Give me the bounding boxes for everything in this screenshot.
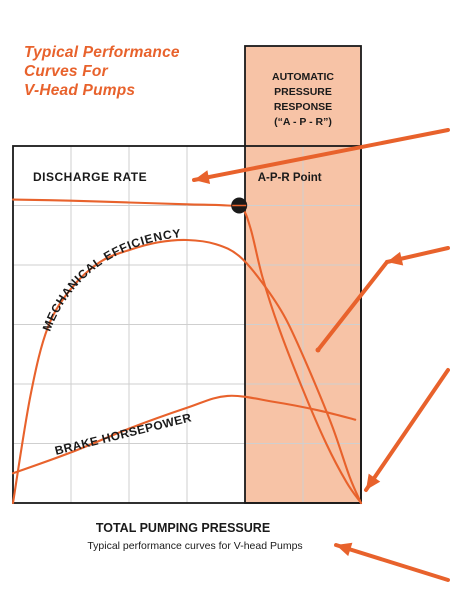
chart-title-line-3: V-Head Pumps bbox=[24, 82, 136, 99]
pointer-arrow-discharge-rate-head bbox=[194, 170, 211, 184]
pointer-arrow-caption-head bbox=[336, 542, 353, 557]
series-label-mechanical-efficiency-text: MECHANICAL EFFICIENCY bbox=[40, 226, 182, 333]
figure-caption: Typical performance curves for V-head Pu… bbox=[87, 540, 303, 552]
chart-title-line-1: Typical Performance bbox=[24, 44, 180, 61]
pointer-arrow-discharge-rate bbox=[192, 128, 450, 182]
pointer-arrow-apr-segment bbox=[316, 260, 389, 352]
pointer-arrow-segment-head bbox=[387, 251, 404, 266]
apr-heading-line: (“A - P - R”) bbox=[274, 116, 332, 128]
x-axis-label: TOTAL PUMPING PRESSURE bbox=[95, 521, 271, 535]
brake-horsepower-curve bbox=[11, 394, 357, 475]
apr-point-label: A-P-R Point bbox=[258, 172, 322, 184]
apr-heading-line: RESPONSE bbox=[274, 101, 332, 113]
pointer-arrow-pressure bbox=[364, 368, 450, 492]
series-label-brake-horsepower: BRAKE HORSEPOWER bbox=[53, 410, 193, 458]
apr-heading-line: AUTOMATIC bbox=[272, 71, 334, 83]
discharge-rate-curve bbox=[11, 198, 363, 505]
apr-heading-line: PRESSURE bbox=[274, 86, 332, 98]
apr-frame bbox=[244, 45, 362, 504]
pointer-arrow-pressure-head bbox=[366, 473, 381, 490]
mechanical-efficiency-curve bbox=[11, 238, 363, 505]
chart-title-line-2: Curves For bbox=[24, 63, 108, 80]
series-label-mechanical-efficiency: MECHANICAL EFFICIENCY bbox=[40, 226, 182, 333]
series-label-discharge-rate: DISCHARGE RATE bbox=[33, 170, 147, 184]
pointer-arrow-apr-end bbox=[315, 347, 321, 353]
pointer-arrow-caption bbox=[334, 543, 450, 582]
